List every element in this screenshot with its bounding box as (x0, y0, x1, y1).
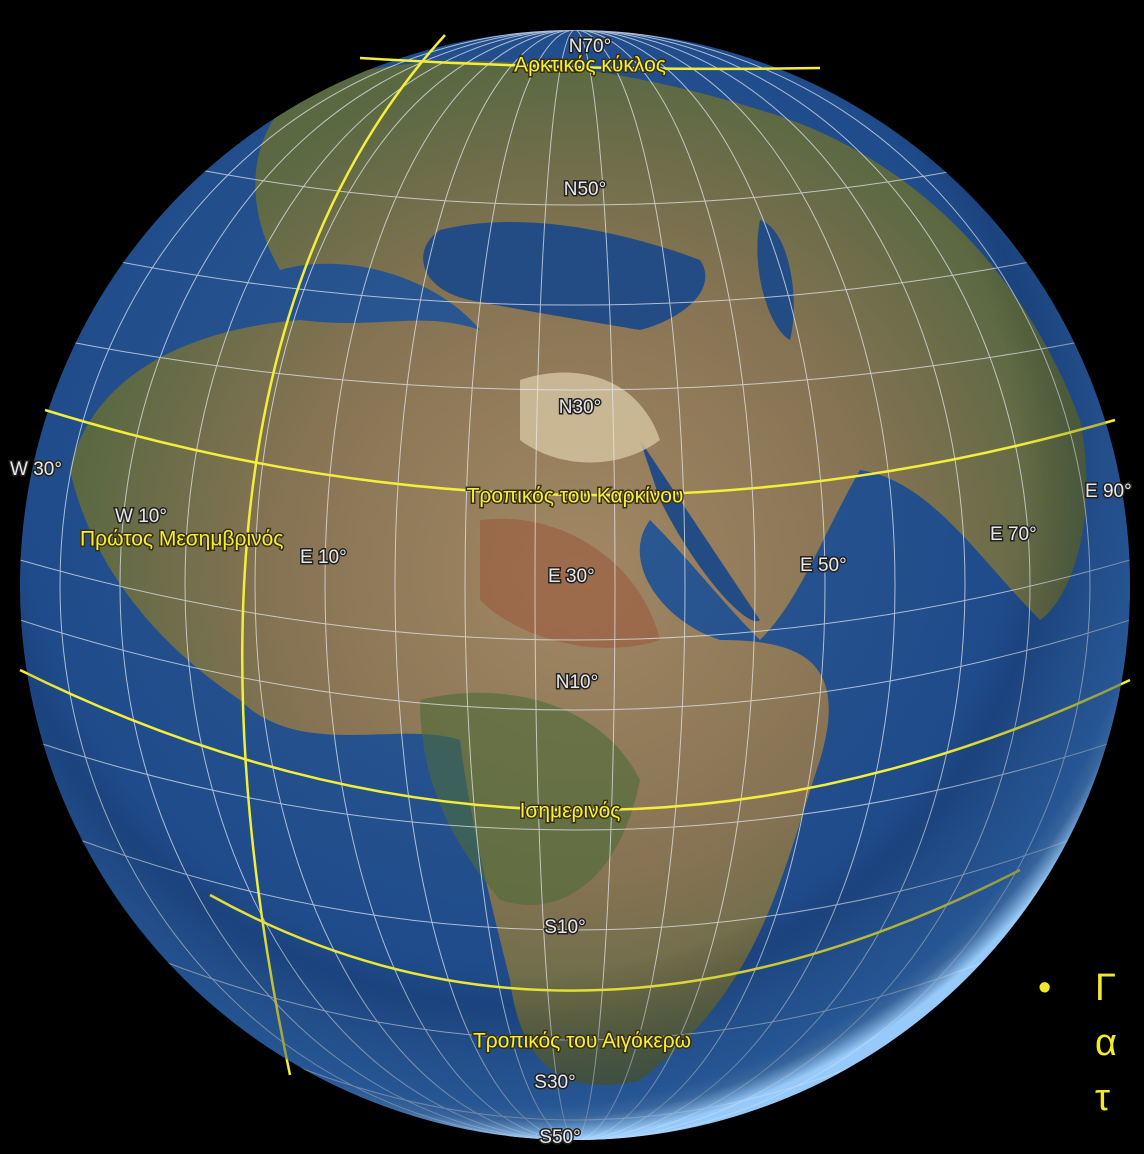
text-line: τ (1095, 1077, 1110, 1119)
side-text: • Γ α τ (1038, 967, 1117, 1119)
latitude-label: S30° (534, 1072, 575, 1093)
text-line: α (1095, 1022, 1117, 1064)
latitude-label: S10° (544, 917, 585, 938)
longitude-label: E 30° (548, 566, 595, 587)
latitude-label: N10° (556, 672, 598, 693)
longitude-label: E 70° (990, 524, 1037, 545)
longitude-label: E 90° (1085, 481, 1132, 502)
globe (19, 30, 1131, 1140)
line-label: Τροπικός του Αιγόκερω (473, 1030, 691, 1053)
line-label: Πρώτος Μεσημβρινός (80, 528, 283, 551)
line-label: Τροπικός του Καρκίνου (467, 485, 684, 508)
atmosphere (20, 30, 1130, 1140)
longitude-label: W 10° (115, 506, 167, 527)
longitude-label: W 30° (10, 459, 62, 480)
text-line: Γ (1095, 967, 1116, 1009)
labels: N70° Αρκτικός κύκλος N50° N30° W 30° Τρο… (9, 35, 1134, 1150)
longitude-label: E 50° (800, 555, 847, 576)
latitude-label: N30° (559, 397, 601, 418)
latitude-label: N70° (569, 36, 611, 57)
line-label: Αρκτικός κύκλος (514, 54, 666, 77)
longitude-label: E 10° (300, 547, 347, 568)
line-label: Ισημερινός (520, 800, 621, 823)
latitude-label: N50° (564, 179, 606, 200)
latitude-label: S50° (539, 1127, 580, 1148)
bullet: • (1038, 967, 1051, 1009)
